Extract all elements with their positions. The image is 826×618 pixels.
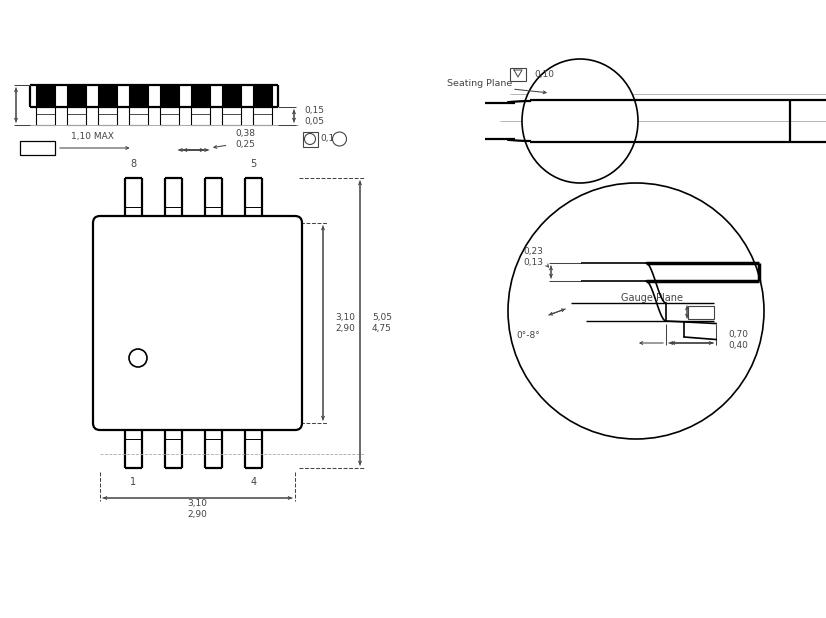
Circle shape xyxy=(508,183,764,439)
Text: 5,05
4,75: 5,05 4,75 xyxy=(372,313,392,332)
Text: 0,10: 0,10 xyxy=(534,69,554,78)
FancyBboxPatch shape xyxy=(93,216,302,430)
Bar xyxy=(160,85,179,107)
Text: 1,10 MAX: 1,10 MAX xyxy=(70,132,113,142)
Text: 0,25: 0,25 xyxy=(691,308,711,316)
Text: 0,15
0,05: 0,15 0,05 xyxy=(304,106,324,125)
Text: 0,70
0,40: 0,70 0,40 xyxy=(728,330,748,350)
Text: 3,10
2,90: 3,10 2,90 xyxy=(188,499,207,519)
FancyBboxPatch shape xyxy=(510,68,526,81)
Text: Gauge Plane: Gauge Plane xyxy=(621,293,683,303)
Ellipse shape xyxy=(522,59,638,183)
Text: 4: 4 xyxy=(250,477,257,487)
Text: 8: 8 xyxy=(131,159,136,169)
Text: 1: 1 xyxy=(131,477,136,487)
Bar xyxy=(36,85,55,107)
FancyBboxPatch shape xyxy=(302,132,317,146)
Bar xyxy=(98,85,117,107)
Text: Seating Plane: Seating Plane xyxy=(447,79,512,88)
Circle shape xyxy=(333,132,346,146)
Text: 0°-8°: 0°-8° xyxy=(516,331,540,341)
Text: 5: 5 xyxy=(250,159,257,169)
FancyBboxPatch shape xyxy=(688,306,714,319)
Bar xyxy=(191,85,210,107)
Text: M: M xyxy=(335,135,344,143)
Text: 0,13: 0,13 xyxy=(320,135,340,143)
Text: 0,65: 0,65 xyxy=(26,143,48,153)
Circle shape xyxy=(305,133,316,145)
Circle shape xyxy=(129,349,147,367)
Text: 0,23
0,13: 0,23 0,13 xyxy=(523,247,543,267)
Text: 0,38
0,25: 0,38 0,25 xyxy=(235,129,255,149)
Bar xyxy=(129,85,148,107)
Text: 3,10
2,90: 3,10 2,90 xyxy=(335,313,355,332)
Bar xyxy=(253,85,272,107)
Bar xyxy=(67,85,86,107)
FancyBboxPatch shape xyxy=(20,141,55,155)
Bar xyxy=(222,85,241,107)
